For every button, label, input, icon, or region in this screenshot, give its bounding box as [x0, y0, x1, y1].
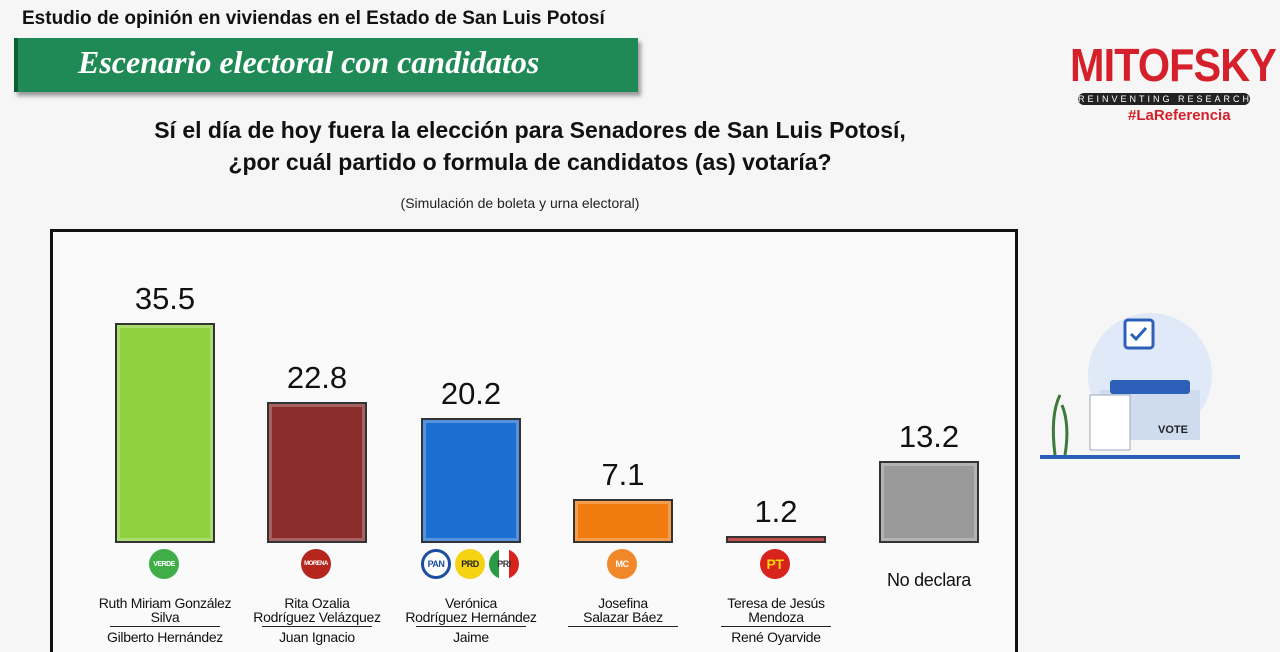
title-line-2: ¿por cuál partido o formula de candidato…	[228, 149, 832, 175]
scenario-banner: Escenario electoral con candidatos	[14, 38, 638, 92]
data-label: 22.8	[286, 359, 348, 395]
logo-tagline: REINVENTING RESEARCH	[1078, 93, 1250, 105]
candidate-name: Teresa de Jesús	[727, 595, 825, 611]
mc-party-logo-icon: MC	[607, 549, 637, 579]
candidate-name: Ruth Miriam González	[98, 595, 232, 611]
candidate-names: Verónica Rodríguez Hernández Jaime	[398, 596, 544, 644]
candidate-name: Verónica	[444, 595, 498, 611]
banner-text: Escenario electoral con candidatos	[78, 44, 540, 80]
candidate-names: No declara	[856, 570, 1002, 590]
vote-label: VOTE	[1158, 424, 1188, 436]
chart-subtitle: (Simulación de boleta y urna electoral)	[400, 195, 640, 211]
alternate-candidate-name: Gilberto Hernández	[107, 629, 223, 645]
bar	[421, 417, 521, 543]
candidate-names: Ruth Miriam González Silva Gilberto Hernán…	[92, 596, 238, 644]
pan-party-logo-icon: PAN	[421, 549, 451, 579]
bar	[726, 535, 826, 543]
candidate-names: Rita Ozalia Rodríguez Velázquez Juan Ignac…	[244, 596, 390, 644]
candidate-names: Josefina Salazar Báez	[550, 596, 696, 630]
data-label: 13.2	[898, 419, 960, 455]
candidate-name: Silva	[150, 609, 180, 625]
verde-party-logo-icon: VERDE	[149, 549, 179, 579]
morena-party-logo-icon: MORENA	[301, 549, 331, 579]
divider	[262, 626, 372, 627]
alternate-candidate-name: Jaime	[453, 629, 489, 645]
data-label: 20.2	[440, 375, 502, 411]
candidate-name: Rodríguez Velázquez	[253, 609, 381, 625]
title-line-1: Sí el día de hoy fuera la elección para …	[154, 117, 906, 143]
prd-party-logo-icon: PRD	[455, 549, 485, 579]
candidate-name: Josefina	[598, 595, 648, 611]
data-label: 7.1	[601, 457, 645, 492]
vote-illustration-icon: VOTE	[1040, 313, 1240, 459]
candidate-name: No declara	[886, 570, 972, 590]
pt-party-logo-icon: PT	[760, 549, 790, 579]
mitofsky-logo: MITOFSKY	[1070, 39, 1277, 91]
pri-party-logo-icon: PRI	[489, 549, 519, 579]
candidate-name: Salazar Báez	[583, 609, 663, 625]
bar	[267, 401, 367, 543]
alternate-candidate-name: Juan Ignacio	[279, 629, 355, 645]
bar	[573, 499, 673, 543]
chart-title: Sí el día de hoy fuera la elección para …	[0, 114, 1060, 178]
divider	[568, 626, 678, 627]
data-label: 35.5	[134, 281, 196, 316]
alternate-candidate-name: René Oyarvide	[731, 629, 821, 645]
study-title: Estudio de opinión en viviendas en el Es…	[22, 8, 605, 29]
candidate-name: Mendoza	[748, 609, 804, 625]
logo-hashtag: #LaReferencia	[1128, 107, 1231, 124]
divider	[721, 626, 831, 627]
bar	[879, 461, 979, 543]
candidate-names: Teresa de Jesús Mendoza René Oyarvide	[703, 596, 849, 644]
bar	[115, 323, 215, 543]
candidate-name: Rita Ozalia	[284, 595, 350, 611]
divider	[416, 626, 526, 627]
data-label: 1.2	[754, 493, 798, 529]
divider	[110, 626, 220, 627]
candidate-name: Rodríguez Hernández	[405, 609, 537, 625]
